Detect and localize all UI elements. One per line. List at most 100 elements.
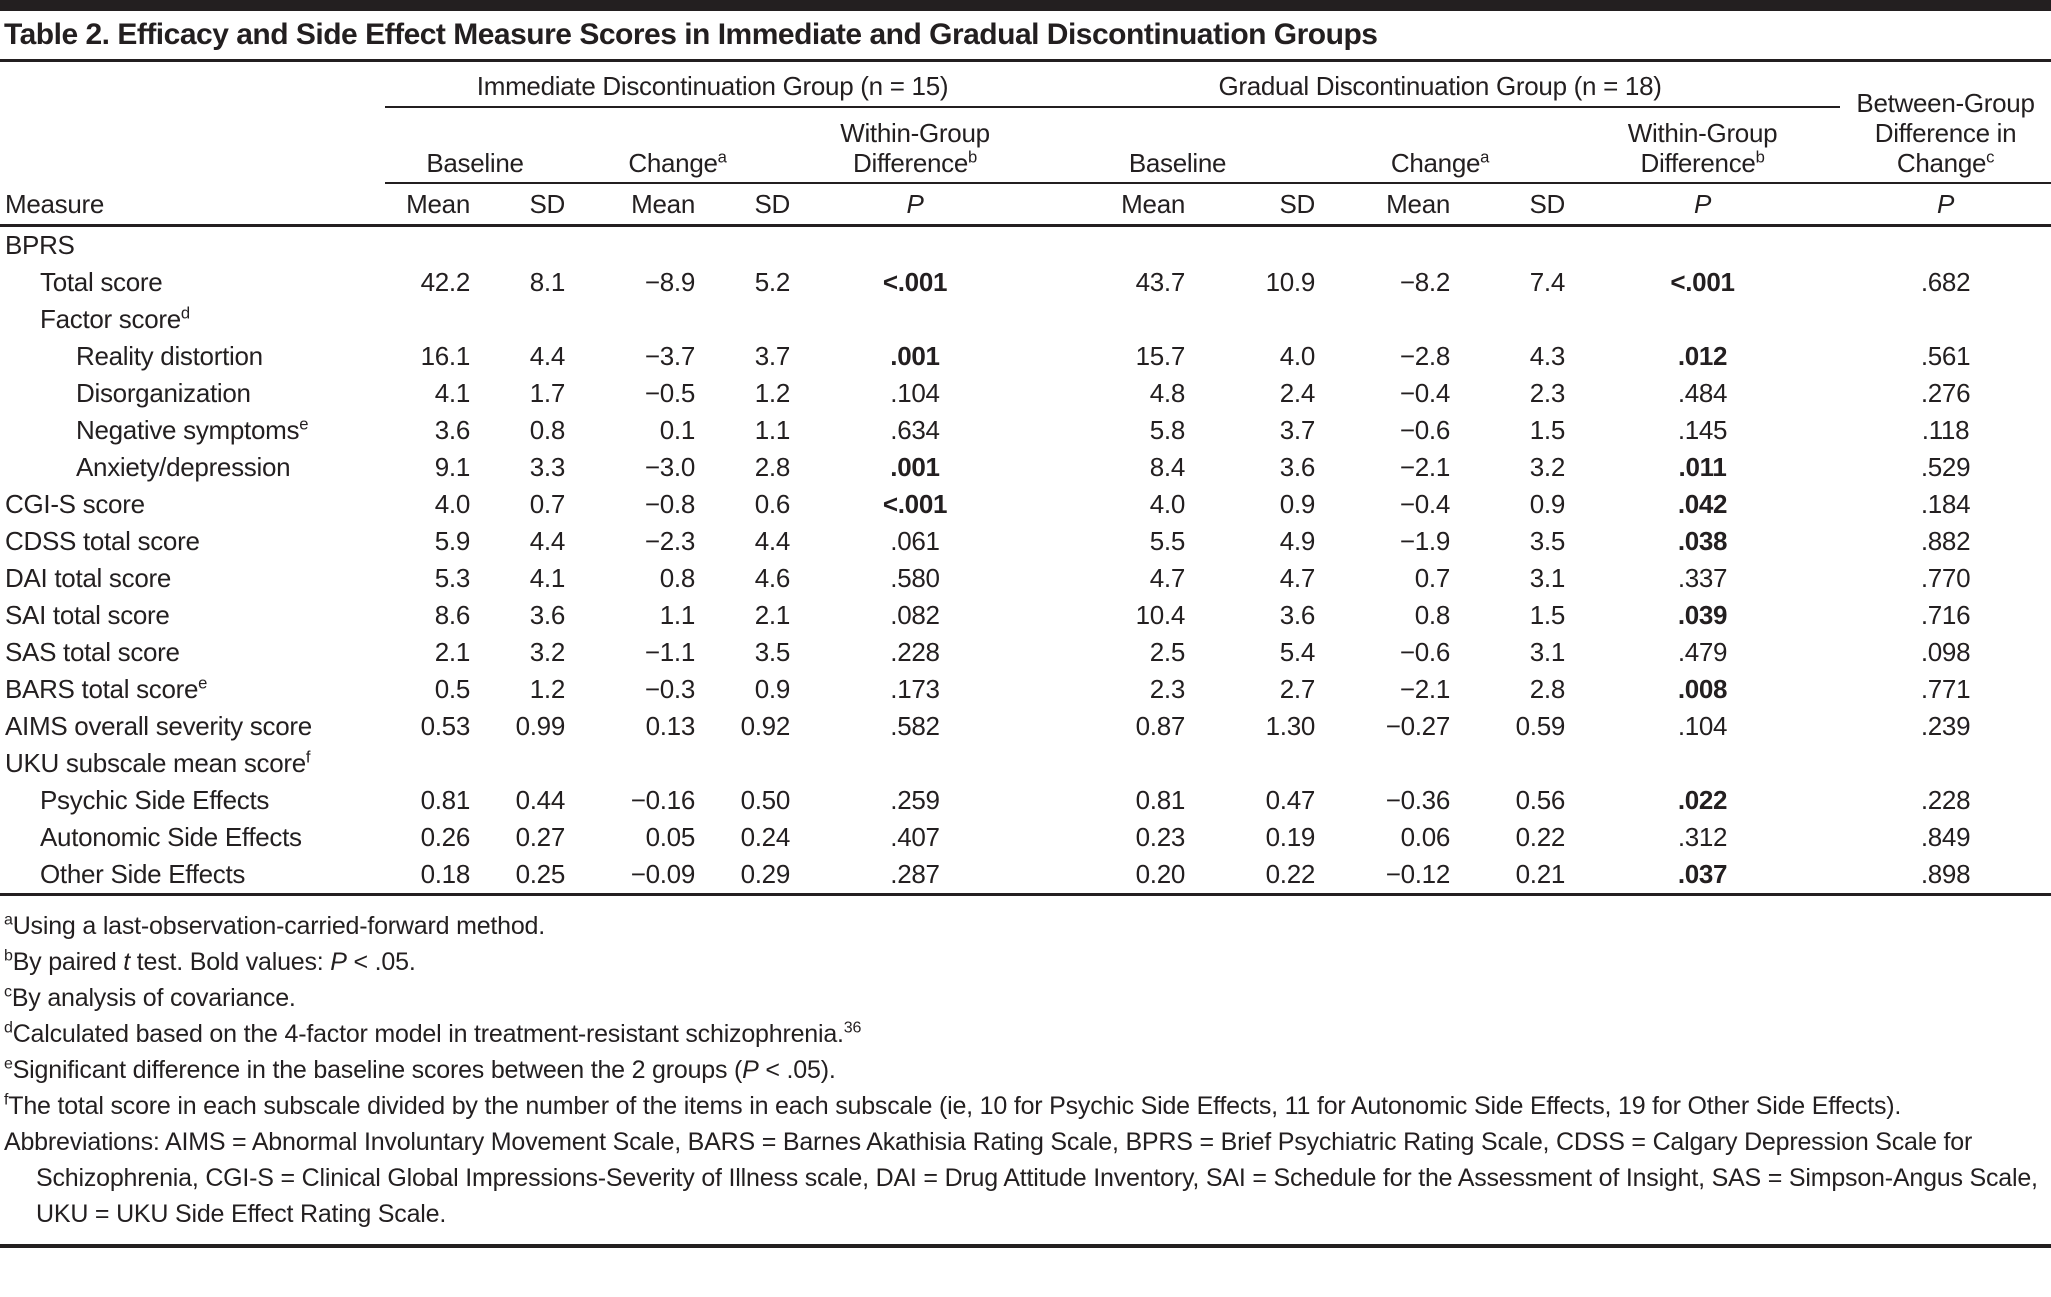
value-cell [1185, 225, 1315, 264]
footnote-marker-a: a [1480, 147, 1490, 167]
value-cell [565, 745, 695, 782]
value-cell: −0.8 [644, 488, 695, 519]
value-cell: 3.7 [1279, 414, 1316, 445]
p-value-cell [1840, 301, 2051, 338]
value-cell: 3.5 [754, 636, 791, 667]
table-row: SAI total score 8.6 3.6 1.1 2.1 .082 10.4 3.6 0.… [0, 597, 2051, 634]
table-row: Anxiety/depression 9.1 3.3 −3.0 2.8 .001 8.4 3.… [0, 449, 2051, 486]
between-group-header-line1: Between-Group [1856, 88, 2035, 118]
p-value-cell [790, 225, 1040, 264]
value-cell: 16.1 [420, 340, 471, 371]
value-cell: 43.7 [1135, 266, 1186, 297]
value-cell [385, 745, 470, 782]
value-cell: 0.7 [529, 488, 566, 519]
value-cell: 3.2 [529, 636, 566, 667]
value-cell: −0.4 [1399, 488, 1451, 519]
mean-column-header: Mean [385, 183, 470, 227]
footnote-f: fThe total score in each subscale divide… [4, 1091, 1902, 1120]
p-value-cell: .716 [1920, 599, 1971, 630]
value-cell: 4.0 [1279, 340, 1316, 371]
value-cell: 0.6 [754, 488, 791, 519]
footnote-marker-c: c [1986, 147, 1995, 167]
value-cell: 0.8 [529, 414, 566, 445]
value-cell: 4.4 [754, 525, 791, 556]
value-cell: 5.4 [1279, 636, 1316, 667]
value-cell: 2.4 [1279, 377, 1316, 408]
measure-cell: AIMS overall severity score [5, 710, 312, 741]
measure-column-header: Measure [0, 183, 385, 227]
p-value-cell: .529 [1920, 451, 1971, 482]
table-row: BPRS [0, 225, 2051, 264]
measure-cell: SAI total score [5, 599, 170, 630]
p-value-cell: .228 [890, 636, 940, 667]
p-value-cell [1840, 745, 2051, 782]
value-cell: 7.4 [1529, 266, 1566, 297]
p-value-cell: .312 [1677, 821, 1728, 852]
sd-column-header: SD [695, 183, 790, 227]
p-value-cell: .407 [890, 821, 940, 852]
footnote-e: eSignificant difference in the baseline … [4, 1055, 836, 1084]
value-cell: 4.1 [529, 562, 566, 593]
data-table: Immediate Discontinuation Group (n = 15)… [0, 59, 2051, 896]
p-value-cell: .228 [1920, 784, 1971, 815]
value-cell: 2.8 [754, 451, 791, 482]
value-cell: 0.8 [659, 562, 696, 593]
value-cell: 0.25 [470, 855, 565, 896]
gradual-group-header: Gradual Discontinuation Group (n = 18) [1040, 60, 1841, 108]
value-cell: 3.6 [1279, 599, 1316, 630]
value-cell: 0.99 [515, 710, 566, 741]
value-cell [1040, 225, 1185, 264]
value-cell: 0.47 [1265, 784, 1316, 815]
value-cell: 3.2 [1529, 451, 1566, 482]
value-cell: 3.6 [529, 599, 566, 630]
p-value-cell [1565, 225, 1840, 264]
value-cell: 4.7 [1149, 562, 1186, 593]
gradual-within-group-header: Within-Group Differenceb [1565, 107, 1841, 184]
table-row: Psychic Side Effects 0.81 0.44 −0.16 0.50 .25… [0, 782, 2051, 819]
value-cell [1185, 301, 1315, 338]
table-row: DAI total score 5.3 4.1 0.8 4.6 .580 4.7 4.7 0.7… [0, 560, 2051, 597]
measure-cell: Anxiety/depression [76, 451, 291, 482]
value-cell: 0.9 [1279, 488, 1316, 519]
p-value-cell: <.001 [882, 488, 948, 519]
table-row: Reality distortion 16.1 4.4 −3.7 3.7 .001 15.7… [0, 338, 2051, 375]
p-value-cell: .561 [1920, 340, 1971, 371]
measure-cell: DAI total score [5, 562, 172, 593]
value-cell: −3.0 [644, 451, 695, 482]
sd-column-header: SD [1185, 183, 1315, 227]
mean-column-header: Mean [1315, 183, 1450, 227]
value-cell: 2.8 [1529, 673, 1566, 704]
measure-cell: Negative symptomse [76, 413, 309, 445]
footnote-marker-e: e [198, 672, 208, 692]
p-column-header: P [1565, 183, 1841, 227]
value-cell: 10.4 [1135, 599, 1186, 630]
table-row: Total score 42.2 8.1 −8.9 5.2 <.001 43.7 10.9 −8… [0, 264, 2051, 301]
footnote-c: cBy analysis of covariance. [4, 983, 296, 1012]
value-cell: 0.81 [1135, 784, 1186, 815]
value-cell [1315, 745, 1450, 782]
sd-column-header: SD [470, 183, 565, 227]
value-cell: −8.9 [644, 266, 695, 297]
abbreviations-note: Abbreviations: AIMS = Abnormal Involunta… [4, 1127, 2038, 1228]
value-cell: −0.4 [1399, 377, 1451, 408]
value-cell: 0.21 [1450, 855, 1565, 896]
value-cell: −8.2 [1399, 266, 1451, 297]
blank-cell [0, 107, 385, 183]
p-value-cell: .682 [1920, 266, 1971, 297]
value-cell: 0.5 [434, 673, 471, 704]
mean-column-header: Mean [1040, 183, 1185, 227]
value-cell [1315, 301, 1450, 338]
p-column-header: P [790, 183, 1041, 227]
gradual-change-header: Changea [1315, 107, 1566, 184]
value-cell: 0.9 [1529, 488, 1566, 519]
table-row: SAS total score 2.1 3.2 −1.1 3.5 .228 2.5 5.4 −0… [0, 634, 2051, 671]
p-value-cell: .104 [890, 377, 940, 408]
value-cell [1450, 225, 1565, 264]
p-value-cell: .337 [1677, 562, 1728, 593]
table-row: Negative symptomse 3.6 0.8 0.1 1.1 .634 5.8 3.7… [0, 412, 2051, 449]
p-value-cell: .098 [1920, 636, 1971, 667]
footnote-b: bBy paired t test. Bold values: P < .05. [4, 947, 416, 976]
p-value-cell: .104 [1677, 710, 1728, 741]
p-value-cell: .001 [890, 451, 940, 482]
